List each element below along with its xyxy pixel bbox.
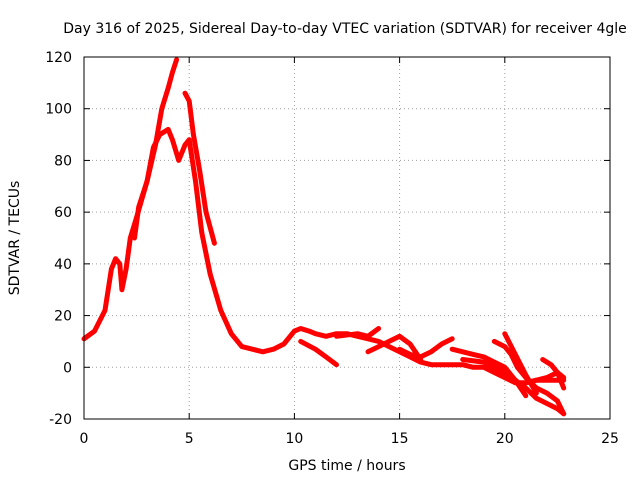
series-layer xyxy=(81,57,567,417)
y-tick-label: 60 xyxy=(54,205,72,221)
x-axis-label: GPS time / hours xyxy=(288,458,405,474)
chart-title: Day 316 of 2025, Sidereal Day-to-day VTE… xyxy=(63,21,627,37)
x-tick-label: 20 xyxy=(496,431,514,447)
y-tick-label: 20 xyxy=(54,309,72,325)
series-line-sat-track-7 xyxy=(397,336,455,360)
x-tick-label: 25 xyxy=(601,431,619,447)
x-tick-label: 5 xyxy=(185,431,194,447)
series-line-sat-track-3 xyxy=(182,90,217,246)
plot-frame xyxy=(83,56,611,420)
x-tick-label: 15 xyxy=(391,431,409,447)
series-line-sat-track-1 xyxy=(81,126,567,386)
axes-ticks: 0 5 10 15 20 25 -20 0 20 40 60 80 100 120 xyxy=(45,50,619,447)
x-tick-label: 0 xyxy=(80,431,89,447)
y-tick-label: -20 xyxy=(49,412,72,428)
y-tick-label: 100 xyxy=(45,102,72,118)
x-tick-label: 10 xyxy=(285,431,303,447)
y-tick-label: 80 xyxy=(54,153,72,169)
y-axis-label: SDTVAR / TECUs xyxy=(7,181,23,296)
series-line-sat-track-6 xyxy=(365,333,424,362)
series-line-sat-track-10 xyxy=(460,357,567,417)
series-line-sat-track-4 xyxy=(298,338,339,368)
y-tick-label: 40 xyxy=(54,257,72,273)
y-tick-label: 120 xyxy=(45,50,72,66)
series-line-sat-track-5 xyxy=(334,326,382,339)
y-tick-label: 0 xyxy=(63,360,72,376)
series-line-sat-track-12 xyxy=(523,370,567,391)
series-line-sat-track-13 xyxy=(540,357,567,381)
series-line-sat-track-2 xyxy=(132,57,180,241)
